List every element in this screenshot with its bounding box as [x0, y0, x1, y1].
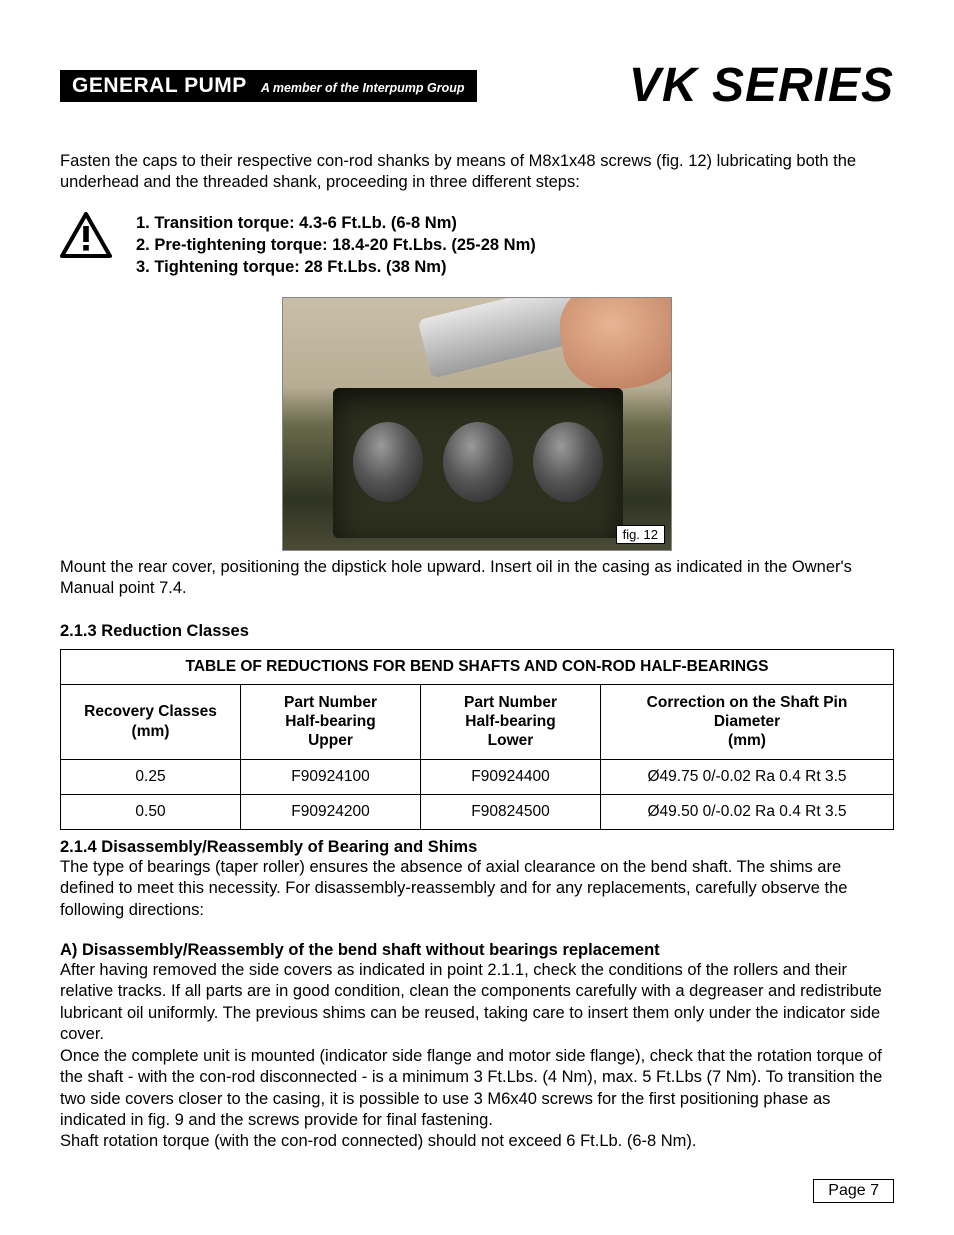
table-header: Part NumberHalf-bearingLower: [421, 684, 601, 759]
table-cell: F90824500: [421, 794, 601, 829]
table-cell: F90924200: [241, 794, 421, 829]
conrod-shape: [353, 422, 423, 502]
torque-step: 2. Pre-tightening torque: 18.4-20 Ft.Lbs…: [136, 234, 536, 256]
brand-bar: GENERAL PUMP A member of the Interpump G…: [60, 70, 477, 102]
table-cell: 0.25: [61, 759, 241, 794]
table-cell: F90924400: [421, 759, 601, 794]
table-row: 0.50 F90924200 F90824500 Ø49.50 0/-0.02 …: [61, 794, 894, 829]
section-213-heading: 2.1.3 Reduction Classes: [60, 622, 894, 641]
section-a-paragraph: After having removed the side covers as …: [60, 960, 894, 1046]
section-a-paragraph: Once the complete unit is mounted (indic…: [60, 1046, 894, 1132]
brand-tagline: A member of the Interpump Group: [261, 81, 465, 95]
section-a-heading: A) Disassembly/Reassembly of the bend sh…: [60, 941, 660, 959]
warning-icon: [60, 212, 112, 258]
table-cell: Ø49.50 0/-0.02 Ra 0.4 Rt 3.5: [601, 794, 894, 829]
hand-shape: [554, 297, 672, 397]
table-header: Part NumberHalf-bearingUpper: [241, 684, 421, 759]
figure-12-wrap: fig. 12: [60, 297, 894, 551]
table-cell: Ø49.75 0/-0.02 Ra 0.4 Rt 3.5: [601, 759, 894, 794]
conrod-shape: [443, 422, 513, 502]
figure-12: fig. 12: [282, 297, 672, 551]
brand-name: GENERAL PUMP: [72, 74, 247, 98]
table-header: Recovery Classes(mm): [61, 684, 241, 759]
series-title: VK SERIES: [629, 58, 894, 113]
table-header: Correction on the Shaft PinDiameter(mm): [601, 684, 894, 759]
section-a-paragraph: Shaft rotation torque (with the con-rod …: [60, 1131, 894, 1152]
table-row: 0.25 F90924100 F90924400 Ø49.75 0/-0.02 …: [61, 759, 894, 794]
intro-paragraph: Fasten the caps to their respective con-…: [60, 151, 894, 194]
page-number: Page 7: [813, 1179, 894, 1203]
conrod-shape: [533, 422, 603, 502]
page-header: GENERAL PUMP A member of the Interpump G…: [60, 58, 894, 113]
torque-step-list: 1. Transition torque: 4.3-6 Ft.Lb. (6-8 …: [136, 212, 536, 279]
reductions-table: TABLE OF REDUCTIONS FOR BEND SHAFTS AND …: [60, 649, 894, 830]
torque-step: 3. Tightening torque: 28 Ft.Lbs. (38 Nm): [136, 256, 536, 278]
section-214-heading: 2.1.4 Disassembly/Reassembly of Bearing …: [60, 838, 477, 856]
table-cell: 0.50: [61, 794, 241, 829]
table-title: TABLE OF REDUCTIONS FOR BEND SHAFTS AND …: [61, 649, 894, 684]
after-figure-paragraph: Mount the rear cover, positioning the di…: [60, 557, 894, 600]
figure-label: fig. 12: [616, 525, 665, 544]
pump-casing-shape: [333, 388, 623, 538]
table-cell: F90924100: [241, 759, 421, 794]
section-214-paragraph: The type of bearings (taper roller) ensu…: [60, 857, 894, 921]
torque-warning-block: 1. Transition torque: 4.3-6 Ft.Lb. (6-8 …: [60, 212, 894, 279]
torque-step: 1. Transition torque: 4.3-6 Ft.Lb. (6-8 …: [136, 212, 536, 234]
